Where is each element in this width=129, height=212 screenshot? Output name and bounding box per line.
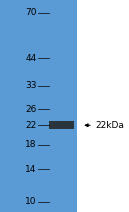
Text: 22kDa: 22kDa [95,121,124,130]
Text: kDa: kDa [19,0,37,1]
Text: 33: 33 [25,81,37,91]
Bar [0,0,77,212]
Text: 14: 14 [25,165,37,174]
Text: 44: 44 [26,53,37,63]
Text: 10: 10 [25,197,37,206]
Text: 22: 22 [26,121,37,130]
Text: 26: 26 [25,105,37,114]
Text: 70: 70 [25,8,37,17]
Bar [49,121,74,129]
Text: 18: 18 [25,140,37,149]
